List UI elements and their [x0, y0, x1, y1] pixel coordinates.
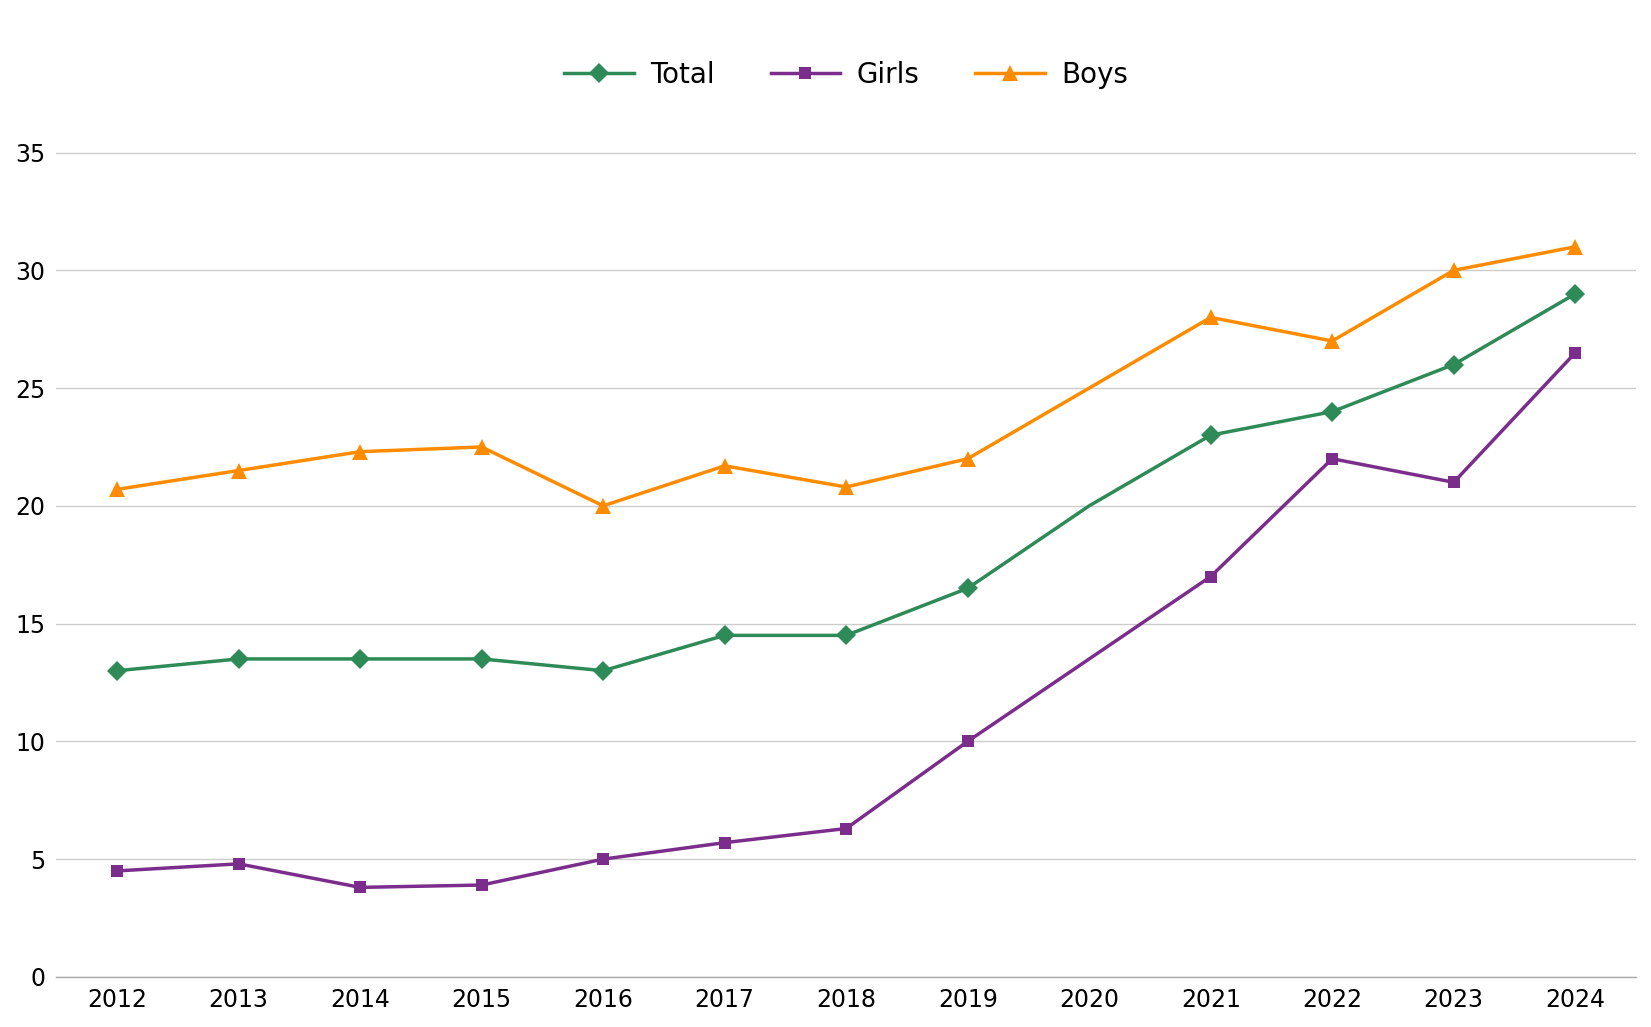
Legend: Total, Girls, Boys: Total, Girls, Boys [553, 49, 1139, 100]
